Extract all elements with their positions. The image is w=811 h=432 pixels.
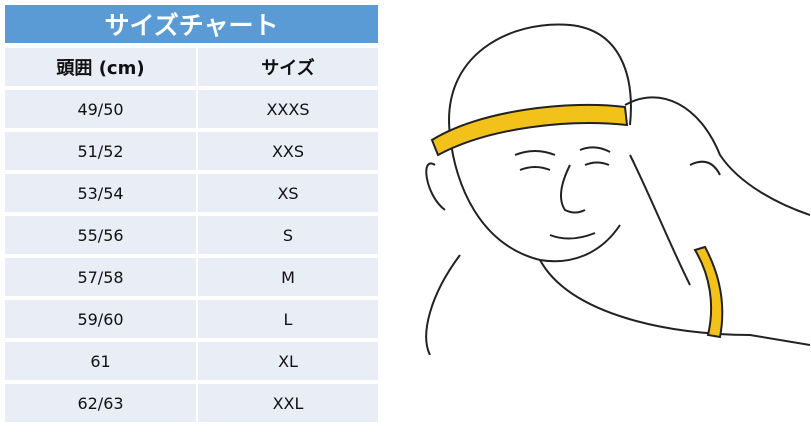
cell-size: XL: [198, 342, 378, 380]
tape-measure-hanging: [693, 245, 724, 339]
cell-size: XS: [198, 174, 378, 212]
cell-size: XXL: [198, 384, 378, 422]
cell-head-circumference: 55/56: [5, 216, 196, 254]
cell-head-circumference: 62/63: [5, 384, 196, 422]
cell-size: S: [198, 216, 378, 254]
size-table: 頭囲 (cm) サイズ 49/50 XXXS 51/52 XXS 53/54 XS 55/5…: [5, 48, 378, 422]
cell-size: XXXS: [198, 90, 378, 128]
header-head-circumference: 頭囲 (cm): [5, 48, 196, 86]
head-measuring-illustration: [425, 23, 810, 355]
cell-head-circumference: 61: [5, 342, 196, 380]
tape-measure: [430, 103, 629, 157]
cell-size: M: [198, 258, 378, 296]
cell-head-circumference: 49/50: [5, 90, 196, 128]
header-size: サイズ: [198, 48, 378, 86]
cell-head-circumference: 57/58: [5, 258, 196, 296]
cell-size: L: [198, 300, 378, 338]
cell-head-circumference: 59/60: [5, 300, 196, 338]
cell-head-circumference: 53/54: [5, 174, 196, 212]
chart-title: サイズチャート: [5, 5, 378, 43]
cell-head-circumference: 51/52: [5, 132, 196, 170]
cell-size: XXS: [198, 132, 378, 170]
